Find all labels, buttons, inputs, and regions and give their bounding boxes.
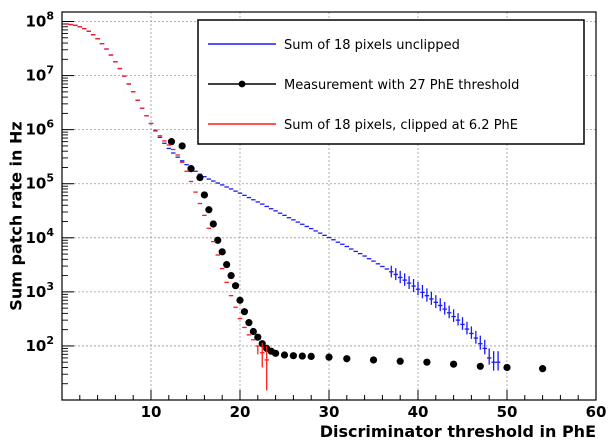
x-tick-label: 10 bbox=[141, 403, 162, 421]
series-2 bbox=[167, 138, 547, 373]
legend-swatch-marker bbox=[238, 80, 246, 88]
series-data-point bbox=[289, 352, 297, 360]
x-tick-label: 30 bbox=[319, 403, 340, 421]
series-data-point bbox=[227, 271, 235, 280]
y-axis-title: Sum patch rate in Hz bbox=[7, 121, 26, 310]
series-3 bbox=[64, 23, 269, 391]
legend-entries: Sum of 18 pixels unclipped Measurement wi… bbox=[208, 38, 519, 133]
series-data-point bbox=[240, 308, 249, 316]
series-data-point bbox=[369, 356, 378, 364]
series-data-point bbox=[196, 173, 204, 182]
series-data-point bbox=[205, 206, 213, 214]
y-tick-label: 105 bbox=[25, 172, 54, 193]
series-data-point bbox=[214, 236, 222, 244]
series-data-point bbox=[231, 282, 240, 290]
series-data-point bbox=[236, 296, 244, 304]
series-data-point bbox=[272, 349, 280, 357]
x-tick-label: 60 bbox=[586, 403, 607, 421]
series-data-point bbox=[254, 333, 262, 341]
series-data-point bbox=[223, 260, 231, 269]
series-data-point bbox=[187, 165, 195, 173]
axis-ticks bbox=[62, 21, 597, 400]
x-tick-label: 40 bbox=[408, 403, 429, 421]
tick-labels: 10 20 30 40 50 60 102 103 104 105 106 107 108 bbox=[25, 10, 606, 421]
legend-entry: Sum of 18 pixels unclipped bbox=[208, 38, 460, 53]
y-tick-label: 102 bbox=[25, 334, 54, 355]
series-data-point bbox=[325, 353, 333, 361]
series-data-point bbox=[249, 327, 257, 336]
series-data-point bbox=[280, 351, 289, 359]
series-data-point bbox=[167, 138, 176, 146]
series-data-point bbox=[396, 357, 404, 365]
y-tick-label: 103 bbox=[25, 280, 54, 301]
y-tick-label: 107 bbox=[25, 64, 54, 85]
series-data-point bbox=[245, 319, 253, 327]
series-data-point bbox=[450, 360, 458, 368]
y-tick-label: 108 bbox=[25, 10, 54, 31]
x-tick-label: 50 bbox=[497, 403, 518, 421]
x-tick-label: 20 bbox=[230, 403, 251, 421]
series-data-point bbox=[218, 248, 226, 256]
series-data-point bbox=[539, 365, 547, 373]
series-data-point bbox=[200, 191, 208, 199]
series-data-point bbox=[503, 363, 511, 372]
series-data-point bbox=[298, 352, 306, 360]
y-tick-label: 106 bbox=[25, 118, 54, 139]
legend-entry: Sum of 18 pixels, clipped at 6.2 PhE bbox=[208, 118, 518, 133]
series-data-point bbox=[423, 358, 431, 366]
series-data-point bbox=[178, 142, 186, 150]
y-tick-label: 104 bbox=[25, 226, 54, 247]
series-data-point bbox=[476, 362, 484, 370]
series-data-point bbox=[307, 352, 315, 361]
series-data-point bbox=[343, 355, 351, 363]
legend-entry: Measurement with 27 PhE threshold bbox=[208, 78, 519, 93]
series-data-point bbox=[209, 220, 217, 228]
legend: Sum of 18 pixels unclipped Measurement wi… bbox=[197, 19, 585, 145]
data-series bbox=[64, 23, 547, 391]
legend-label: Sum of 18 pixels, clipped at 6.2 PhE bbox=[284, 118, 518, 133]
legend-label: Sum of 18 pixels unclipped bbox=[284, 38, 460, 53]
legend-label: Measurement with 27 PhE threshold bbox=[284, 78, 519, 93]
x-axis-title: Discriminator threshold in PhE bbox=[320, 422, 596, 440]
